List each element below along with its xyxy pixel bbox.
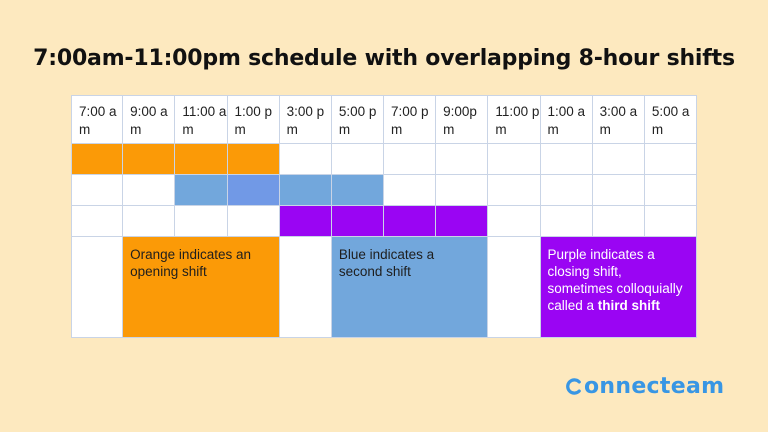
- empty-cell: [71, 175, 124, 206]
- legend-orange: Orange indicates an opening shift: [123, 237, 280, 338]
- second-shift-cell: [227, 175, 280, 206]
- empty-cell: [644, 144, 697, 175]
- closing-shift-cell: [436, 206, 489, 237]
- time-header: 1:00 pm: [227, 95, 280, 144]
- c-logo-icon: [564, 377, 584, 396]
- closing-shift-cell: [279, 206, 332, 237]
- empty-cell: [279, 237, 332, 338]
- page-title: 7:00am-11:00pm schedule with overlapping…: [33, 46, 735, 71]
- time-header: 1:00 am: [540, 95, 593, 144]
- empty-cell: [123, 175, 176, 206]
- empty-cell: [592, 175, 645, 206]
- time-header: 5:00 am: [644, 95, 697, 144]
- opening-shift-cell: [227, 144, 280, 175]
- empty-cell: [592, 144, 645, 175]
- empty-cell: [592, 206, 645, 237]
- empty-cell: [331, 144, 384, 175]
- second-shift-cell: [331, 175, 384, 206]
- empty-cell: [488, 175, 541, 206]
- empty-cell: [540, 175, 593, 206]
- empty-cell: [436, 144, 489, 175]
- empty-cell: [436, 175, 489, 206]
- opening-shift-cell: [71, 144, 124, 175]
- empty-cell: [71, 237, 124, 338]
- second-shift-cell: [279, 175, 332, 206]
- legend-blue: Blue indicates a second shift: [331, 237, 489, 338]
- legend-purple: Purple indicates a closing shift, someti…: [540, 237, 697, 338]
- empty-cell: [644, 175, 697, 206]
- schedule-table: 7:00 am 9:00 am 11:00 am 1:00 pm 3:00 pm…: [71, 95, 697, 338]
- closing-shift-cell: [384, 206, 437, 237]
- opening-shift-cell: [123, 144, 176, 175]
- time-header: 7:00 pm: [384, 95, 437, 144]
- time-header: 5:00 pm: [331, 95, 384, 144]
- empty-cell: [644, 206, 697, 237]
- time-header: 9:00pm: [436, 95, 489, 144]
- second-shift-cell: [175, 175, 228, 206]
- empty-cell: [279, 144, 332, 175]
- time-header: 3:00 pm: [279, 95, 332, 144]
- empty-cell: [488, 237, 541, 338]
- time-header: 9:00 am: [123, 95, 176, 144]
- empty-cell: [71, 206, 124, 237]
- legend-blue-text: Blue indicates a second shift: [338, 247, 435, 279]
- time-header: 11:00 am: [175, 95, 228, 144]
- closing-shift-cell: [331, 206, 384, 237]
- opening-shift-cell: [175, 144, 228, 175]
- empty-cell: [384, 144, 437, 175]
- empty-cell: [540, 206, 593, 237]
- empty-cell: [227, 206, 280, 237]
- time-header: 7:00 am: [71, 95, 124, 144]
- empty-cell: [175, 206, 228, 237]
- time-header: 3:00 am: [592, 95, 645, 144]
- time-header: 11:00 pm: [488, 95, 541, 144]
- empty-cell: [540, 144, 593, 175]
- empty-cell: [123, 206, 176, 237]
- empty-cell: [384, 175, 437, 206]
- brand-name: onnecteam: [584, 374, 725, 399]
- legend-purple-text: Purple indicates a closing shift, someti…: [547, 247, 683, 313]
- empty-cell: [488, 144, 541, 175]
- empty-cell: [488, 206, 541, 237]
- connecteam-logo: onnecteam: [564, 374, 724, 399]
- legend-orange-text: Orange indicates an opening shift: [130, 247, 251, 279]
- legend-purple-bold: third shift: [597, 298, 661, 313]
